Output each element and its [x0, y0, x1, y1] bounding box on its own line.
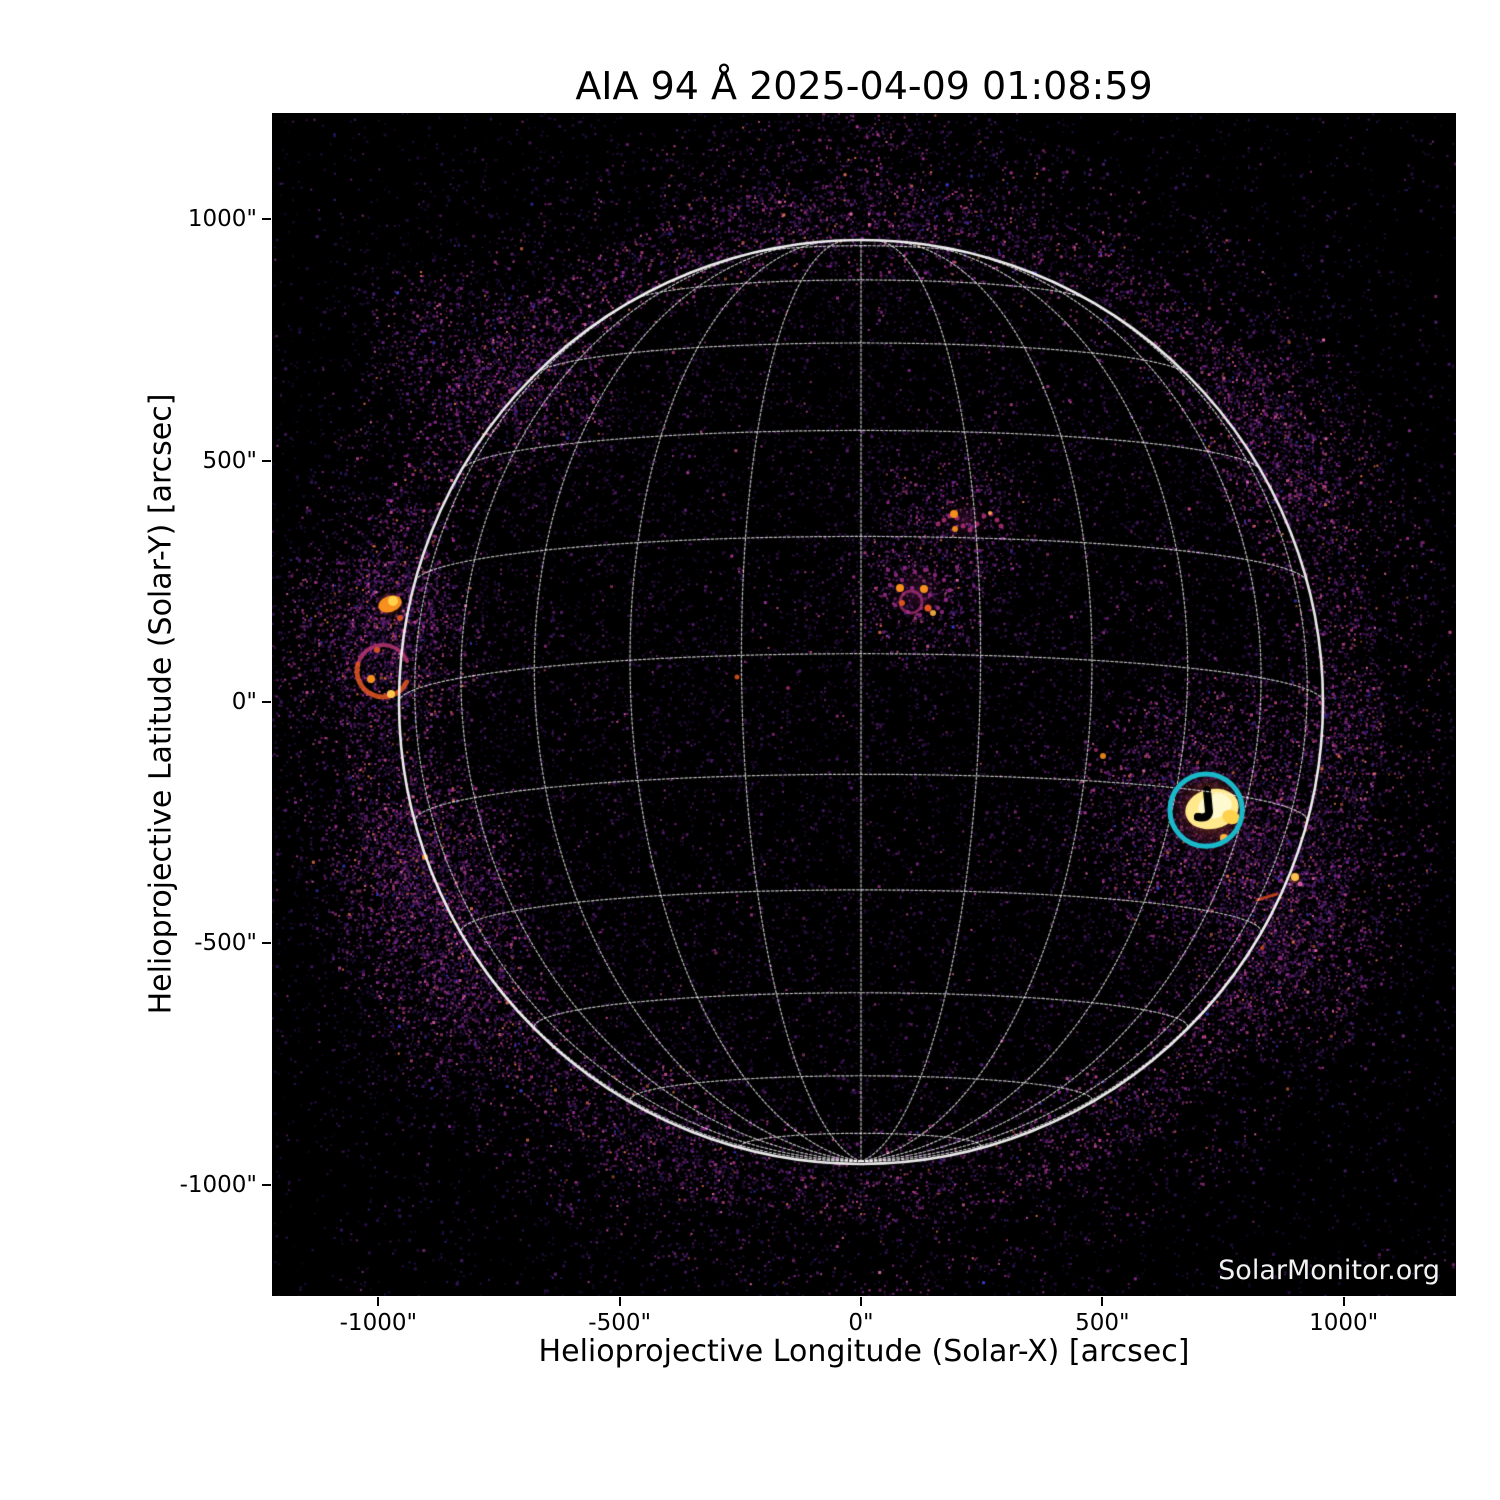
x-tick-mark	[1342, 1297, 1345, 1306]
x-tick-label: 1000"	[1309, 1310, 1379, 1336]
y-tick-label: -1000"	[179, 1171, 257, 1198]
y-tick-mark	[262, 701, 271, 703]
x-tick-mark	[860, 1297, 862, 1306]
x-tick-label: 500"	[1075, 1310, 1130, 1336]
x-tick-label: -500"	[588, 1310, 652, 1336]
y-tick-label: 500"	[202, 447, 257, 474]
y-tick-label: 0"	[231, 689, 257, 715]
x-tick-mark	[377, 1297, 380, 1306]
x-axis-label: Helioprojective Longitude (Solar-X) [arc…	[538, 1334, 1190, 1369]
solar-image-canvas	[272, 113, 1456, 1296]
solar-image-plot-area: SolarMonitor.org	[272, 113, 1456, 1296]
x-tick-label: 0"	[848, 1310, 874, 1336]
x-tick-label: -1000"	[339, 1310, 418, 1336]
y-tick-label: 1000"	[187, 206, 257, 233]
x-tick-mark	[618, 1297, 621, 1306]
y-tick-mark	[262, 218, 271, 221]
solarmonitor-credit: SolarMonitor.org	[1218, 1255, 1440, 1286]
y-axis-label: Helioprojective Latitude (Solar-Y) [arcs…	[143, 393, 179, 1015]
y-tick-mark	[262, 1183, 271, 1186]
x-tick-mark	[1101, 1297, 1104, 1306]
y-tick-label: -500"	[194, 930, 257, 957]
y-tick-mark	[262, 459, 271, 462]
plot-title: AIA 94 Å 2025-04-09 01:08:59	[575, 64, 1153, 108]
y-tick-mark	[262, 942, 271, 945]
